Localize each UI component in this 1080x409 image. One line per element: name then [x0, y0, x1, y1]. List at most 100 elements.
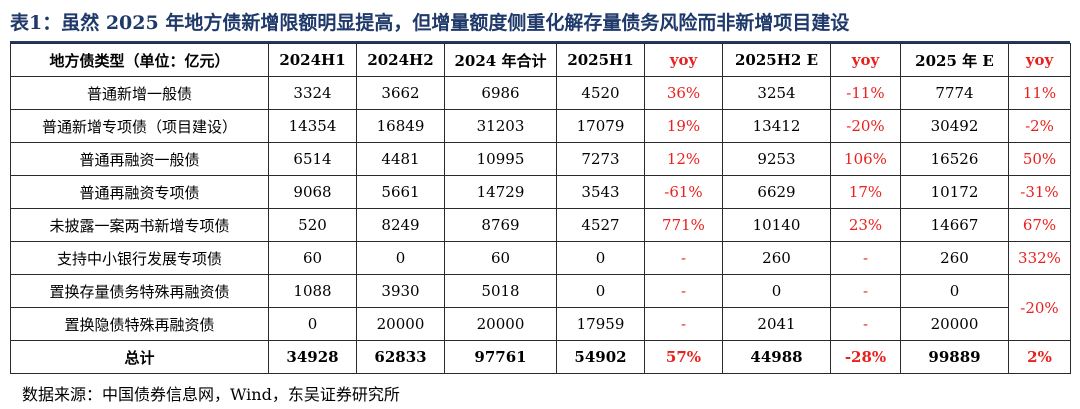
table-cell: 9068	[268, 175, 357, 209]
table-cell: 31203	[444, 109, 557, 143]
table-row: 支持中小银行发展专项债 60 0 60 0 - 260 - 260 332%	[10, 241, 1071, 275]
table-cell: 13412	[722, 109, 831, 143]
table-cell: 0	[268, 307, 357, 341]
table-cell: 260	[900, 241, 1009, 275]
table-row: 普通新增专项债（项目建设） 14354 16849 31203 17079 19…	[10, 109, 1071, 143]
table-row: 普通再融资专项债 9068 5661 14729 3543 -61% 6629 …	[10, 175, 1071, 209]
yoy-cell: 57%	[644, 340, 723, 374]
table-cell: 0	[722, 274, 831, 308]
table-cell: 34928	[268, 340, 357, 374]
yoy-cell: -	[644, 307, 723, 341]
table-cell: 6986	[444, 76, 557, 110]
table-cell: 0	[556, 241, 645, 275]
table-row: 未披露一案两书新增专项债 520 8249 8769 4527 771% 101…	[10, 208, 1071, 242]
row-label: 置换存量债务特殊再融资债	[10, 274, 269, 308]
table-cell: 8249	[356, 208, 445, 242]
table-header-row: 地方债类型（单位：亿元） 2024H1 2024H2 2024 年合计 2025…	[10, 43, 1071, 77]
table-cell: 5018	[444, 274, 557, 308]
row-label: 普通再融资专项债	[10, 175, 269, 209]
yoy-cell: -	[644, 241, 723, 275]
header-cell-yoy: yoy	[644, 43, 723, 77]
yoy-cell-merged: -20%	[1008, 274, 1071, 341]
table-cell: 3254	[722, 76, 831, 110]
title-divider	[10, 41, 1070, 43]
yoy-cell: 17%	[830, 175, 901, 209]
header-cell: 2025 年 E	[900, 43, 1009, 77]
yoy-cell: 2%	[1008, 340, 1071, 374]
table-cell: 6514	[268, 142, 357, 176]
yoy-cell: 19%	[644, 109, 723, 143]
table-cell: 0	[900, 274, 1009, 308]
header-cell: 地方债类型（单位：亿元）	[10, 43, 269, 77]
table-cell: 7273	[556, 142, 645, 176]
table-cell: 10172	[900, 175, 1009, 209]
table-cell: 2041	[722, 307, 831, 341]
table-cell: 4481	[356, 142, 445, 176]
table-cell: 17079	[556, 109, 645, 143]
row-label: 普通新增一般债	[10, 76, 269, 110]
table-cell: 14667	[900, 208, 1009, 242]
table-cell: 3543	[556, 175, 645, 209]
row-label: 总计	[10, 340, 269, 374]
header-cell: 2024H1	[268, 43, 357, 77]
row-label: 普通再融资一般债	[10, 142, 269, 176]
row-label: 普通新增专项债（项目建设）	[10, 109, 269, 143]
table-cell: 62833	[356, 340, 445, 374]
table-cell: 14354	[268, 109, 357, 143]
yoy-cell: -11%	[830, 76, 901, 110]
row-label: 未披露一案两书新增专项债	[10, 208, 269, 242]
header-cell: 2025H1	[556, 43, 645, 77]
table-cell: 60	[268, 241, 357, 275]
yoy-cell: 106%	[830, 142, 901, 176]
table-cell: 1088	[268, 274, 357, 308]
yoy-cell: 50%	[1008, 142, 1071, 176]
table-cell: 3930	[356, 274, 445, 308]
table-cell: 14729	[444, 175, 557, 209]
header-cell: 2024 年合计	[444, 43, 557, 77]
table-cell: 3324	[268, 76, 357, 110]
table-row: 普通再融资一般债 6514 4481 10995 7273 12% 9253 1…	[10, 142, 1071, 176]
yoy-cell: 11%	[1008, 76, 1071, 110]
table-cell: 6629	[722, 175, 831, 209]
yoy-cell: -	[830, 307, 901, 341]
yoy-cell: -	[830, 274, 901, 308]
yoy-cell: -31%	[1008, 175, 1071, 209]
table-cell: 16526	[900, 142, 1009, 176]
yoy-cell: -	[644, 274, 723, 308]
table-cell: 520	[268, 208, 357, 242]
yoy-cell: 23%	[830, 208, 901, 242]
table-title: 表1：虽然 2025 年地方债新增限额明显提高，但增量额度侧重化解存量债务风险而…	[10, 12, 850, 34]
yoy-cell: -20%	[830, 109, 901, 143]
table-cell: 7774	[900, 76, 1009, 110]
table-cell: 44988	[722, 340, 831, 374]
table-cell: 4520	[556, 76, 645, 110]
table-cell: 3662	[356, 76, 445, 110]
header-cell-yoy: yoy	[1008, 43, 1071, 77]
yoy-cell: 771%	[644, 208, 723, 242]
bond-table: 地方债类型（单位：亿元） 2024H1 2024H2 2024 年合计 2025…	[10, 43, 1071, 374]
table-cell: 99889	[900, 340, 1009, 374]
yoy-cell: -2%	[1008, 109, 1071, 143]
header-cell-yoy: yoy	[830, 43, 901, 77]
table-cell: 5661	[356, 175, 445, 209]
yoy-cell: 12%	[644, 142, 723, 176]
yoy-cell: -	[830, 241, 901, 275]
table-cell: 97761	[444, 340, 557, 374]
table-cell: 10140	[722, 208, 831, 242]
table-row: 普通新增一般债 3324 3662 6986 4520 36% 3254 -11…	[10, 76, 1071, 110]
table-cell: 9253	[722, 142, 831, 176]
table-cell: 8769	[444, 208, 557, 242]
data-source: 数据来源：中国债券信息网，Wind，东吴证券研究所	[22, 385, 400, 404]
table-cell: 60	[444, 241, 557, 275]
table-row: 置换存量债务特殊再融资债 1088 3930 5018 0 - 0 - 0 -2…	[10, 274, 1071, 341]
table-cell: 4527	[556, 208, 645, 242]
header-cell: 2025H2 E	[722, 43, 831, 77]
yoy-cell: 332%	[1008, 241, 1071, 275]
table-cell: 0	[556, 274, 645, 308]
table-cell: 20000	[444, 307, 557, 341]
header-cell: 2024H2	[356, 43, 445, 77]
yoy-cell: -61%	[644, 175, 723, 209]
row-label: 置换隐债特殊再融资债	[10, 307, 269, 341]
table-row: 置换隐债特殊再融资债 0 20000 20000 17959 - 2041 - …	[10, 307, 1071, 341]
table-cell: 16849	[356, 109, 445, 143]
